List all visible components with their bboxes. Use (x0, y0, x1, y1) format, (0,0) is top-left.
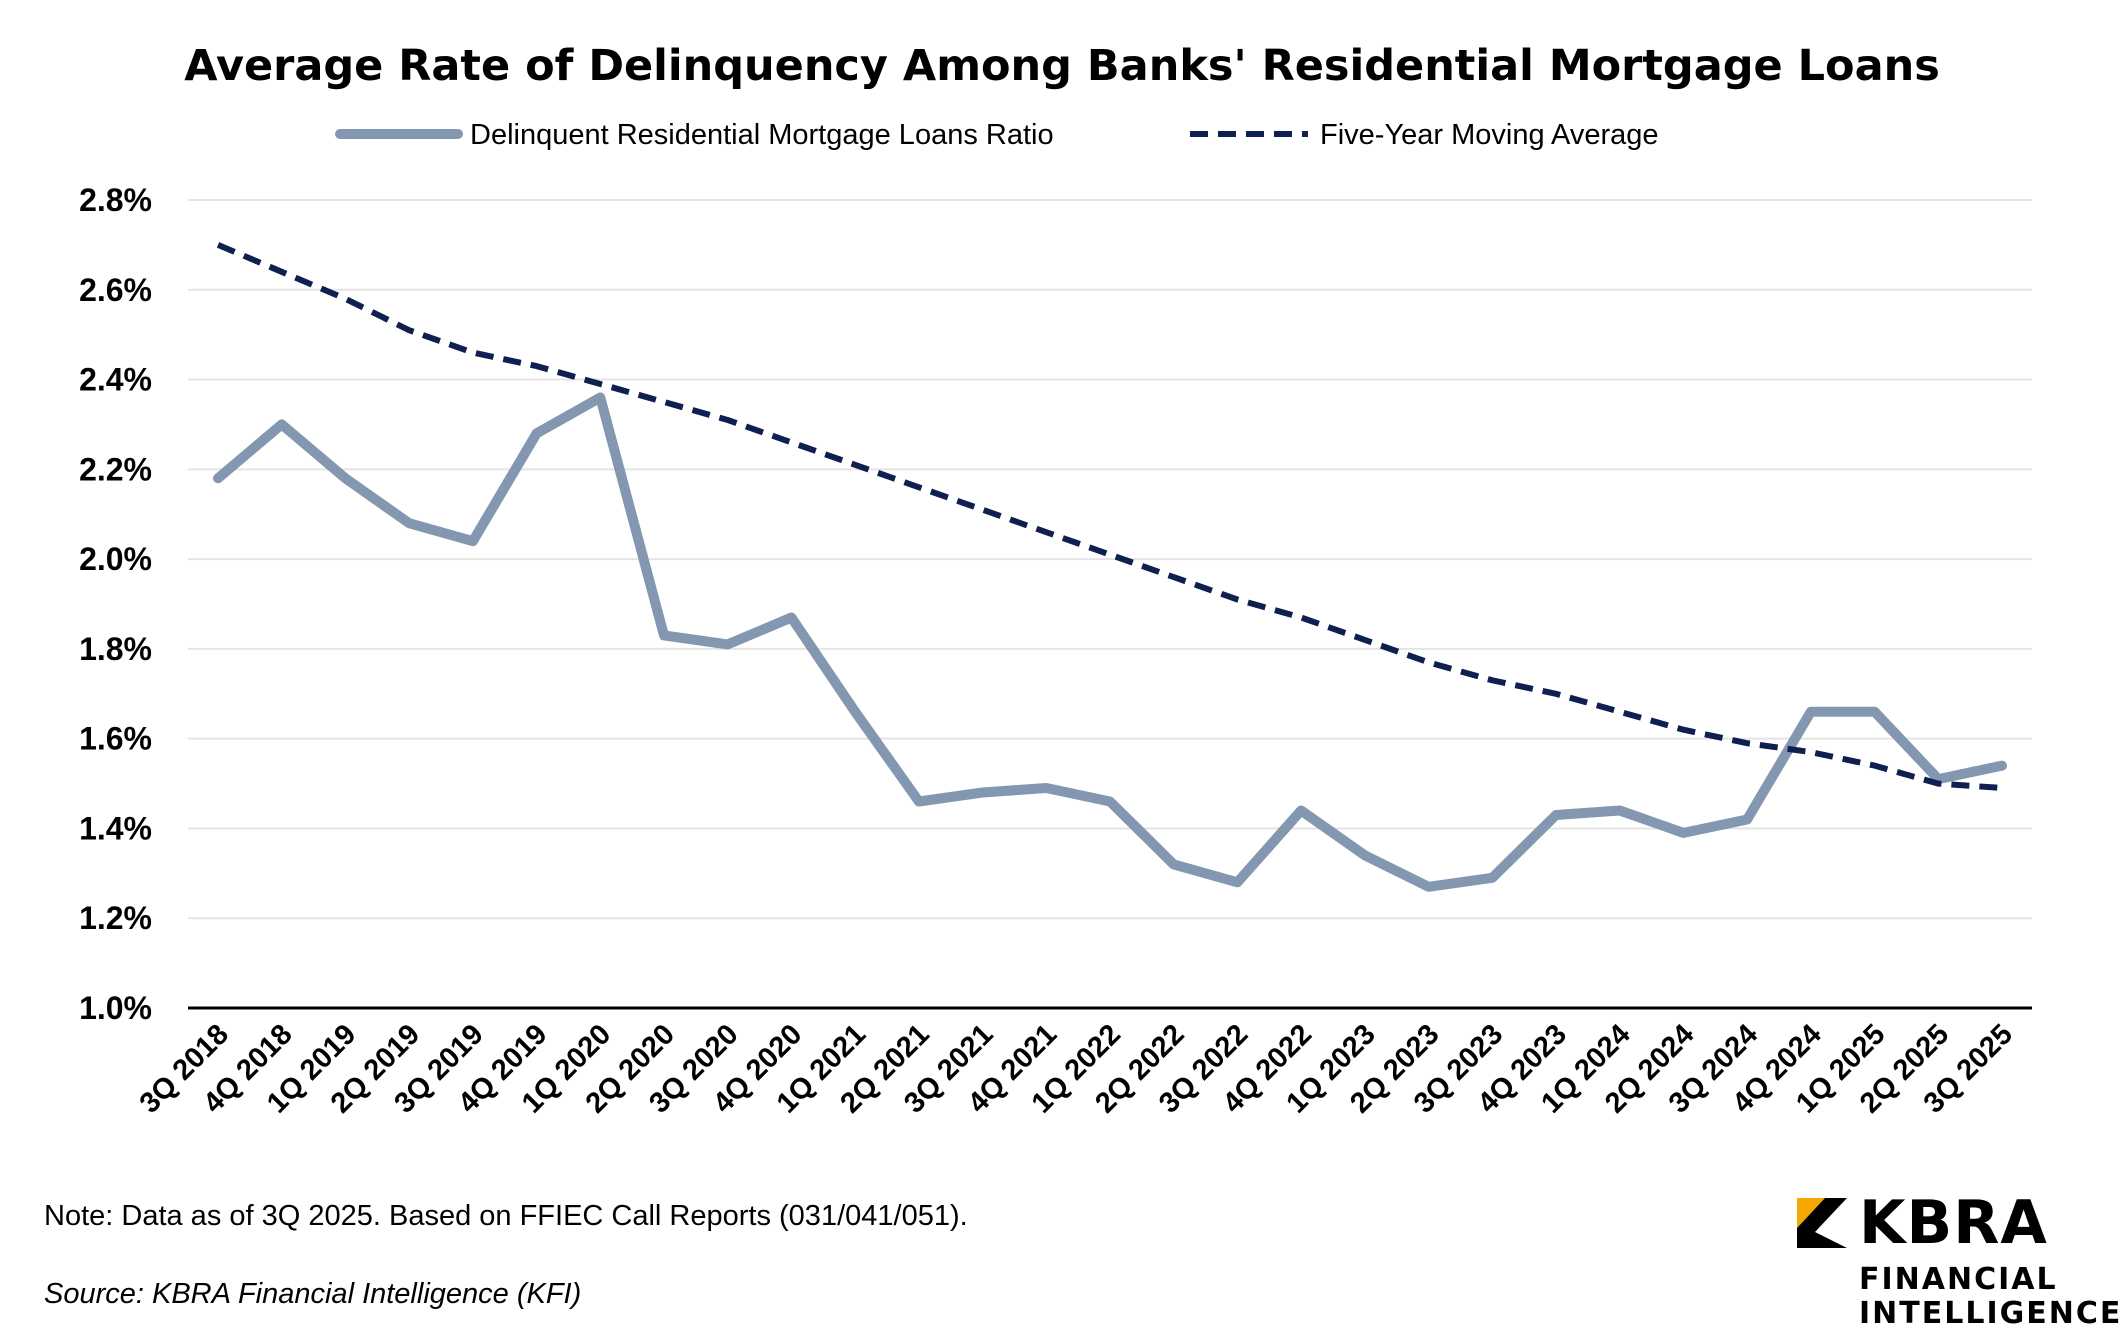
data-point-moving-average (789, 440, 793, 444)
legend: Delinquent Residential Mortgage Loans Ra… (335, 119, 1659, 151)
data-point-moving-average (1108, 553, 1112, 557)
data-point-moving-average (1681, 728, 1685, 732)
data-point-delinquency-ratio (1363, 853, 1367, 857)
data-point-delinquency-ratio (1554, 813, 1558, 817)
data-point-delinquency-ratio (981, 791, 985, 795)
series-line-moving-average (216, 242, 2003, 791)
data-point-moving-average (1363, 638, 1367, 642)
chart: Average Rate of Delinquency Among Banks'… (79, 41, 2032, 1120)
series-line-delinquency-ratio (213, 392, 2007, 892)
y-tick-label: 1.6% (79, 721, 152, 757)
data-point-delinquency-ratio (1172, 862, 1176, 866)
data-point-delinquency-ratio (2000, 764, 2004, 768)
kbra-logo: KBRA FINANCIAL INTELLIGENCE (1797, 1188, 2120, 1332)
data-point-delinquency-ratio (662, 633, 666, 637)
data-point-moving-average (917, 485, 921, 489)
data-point-moving-average (1299, 615, 1303, 619)
y-tick-label: 1.0% (79, 990, 152, 1026)
kbra-logo-mark-icon (1797, 1198, 1847, 1248)
data-point-delinquency-ratio (789, 615, 793, 619)
data-point-moving-average (1427, 660, 1431, 664)
data-point-delinquency-ratio (853, 710, 857, 714)
series (213, 242, 2007, 892)
data-point-moving-average (662, 400, 666, 404)
chart-note: Note: Data as of 3Q 2025. Based on FFIEC… (44, 1200, 968, 1232)
data-point-moving-average (1745, 741, 1749, 745)
data-point-moving-average (535, 364, 539, 368)
data-point-delinquency-ratio (1873, 710, 1877, 714)
data-point-delinquency-ratio (1108, 800, 1112, 804)
data-point-delinquency-ratio (407, 521, 411, 525)
y-tick-label: 2.4% (79, 362, 152, 398)
data-point-delinquency-ratio (1427, 885, 1431, 889)
y-tick-label: 1.2% (79, 900, 152, 936)
data-point-moving-average (343, 297, 347, 301)
logo-name: KBRA (1859, 1188, 2048, 1258)
data-point-moving-average (726, 418, 730, 422)
data-point-moving-average (1936, 782, 1940, 786)
data-point-moving-average (1490, 678, 1494, 682)
data-point-delinquency-ratio (1618, 808, 1622, 812)
y-tick-label: 1.4% (79, 810, 152, 846)
y-axis-ticks: 1.0% 1.2% 1.4% 1.6% 1.8% 2.0% 2.2% 2.4% 2.6% 2.8% (79, 182, 152, 1026)
data-point-delinquency-ratio (1681, 831, 1685, 835)
data-point-delinquency-ratio (1044, 786, 1048, 790)
legend-label-ratio: Delinquent Residential Mortgage Loans Ra… (470, 119, 1054, 151)
data-point-moving-average (598, 382, 602, 386)
data-point-moving-average (1618, 710, 1622, 714)
data-point-moving-average (1809, 750, 1813, 754)
data-point-moving-average (1873, 764, 1877, 768)
data-point-moving-average (1172, 575, 1176, 579)
data-point-moving-average (2000, 786, 2004, 790)
data-point-moving-average (216, 243, 220, 247)
data-point-moving-average (853, 463, 857, 467)
data-point-moving-average (1554, 692, 1558, 696)
data-point-moving-average (1044, 530, 1048, 534)
data-point-delinquency-ratio (1745, 817, 1749, 821)
data-point-moving-average (471, 351, 475, 355)
data-point-delinquency-ratio (917, 800, 921, 804)
logo-subtitle-2: INTELLIGENCE (1859, 1296, 2121, 1331)
y-tick-label: 2.2% (79, 451, 152, 487)
data-point-delinquency-ratio (216, 476, 220, 480)
data-point-moving-average (407, 328, 411, 332)
data-point-moving-average (1235, 598, 1239, 602)
data-point-delinquency-ratio (1809, 710, 1813, 714)
y-tick-label: 1.8% (79, 631, 152, 667)
gridlines (188, 199, 2032, 920)
data-point-delinquency-ratio (280, 422, 284, 426)
legend-label-moving-average: Five-Year Moving Average (1320, 119, 1659, 151)
data-point-moving-average (981, 508, 985, 512)
data-point-delinquency-ratio (471, 539, 475, 543)
data-point-moving-average (280, 270, 284, 274)
data-point-delinquency-ratio (598, 396, 602, 400)
y-tick-label: 2.8% (79, 182, 152, 218)
data-point-delinquency-ratio (535, 431, 539, 435)
chart-source: Source: KBRA Financial Intelligence (KFI… (44, 1278, 582, 1310)
chart-title: Average Rate of Delinquency Among Banks'… (184, 41, 1940, 91)
data-point-delinquency-ratio (726, 642, 730, 646)
data-point-delinquency-ratio (1235, 880, 1239, 884)
y-tick-label: 2.6% (79, 272, 152, 308)
data-point-delinquency-ratio (1299, 808, 1303, 812)
y-tick-label: 2.0% (79, 541, 152, 577)
logo-subtitle-1: FINANCIAL (1859, 1262, 2058, 1297)
data-point-delinquency-ratio (343, 476, 347, 480)
data-point-delinquency-ratio (1490, 876, 1494, 880)
